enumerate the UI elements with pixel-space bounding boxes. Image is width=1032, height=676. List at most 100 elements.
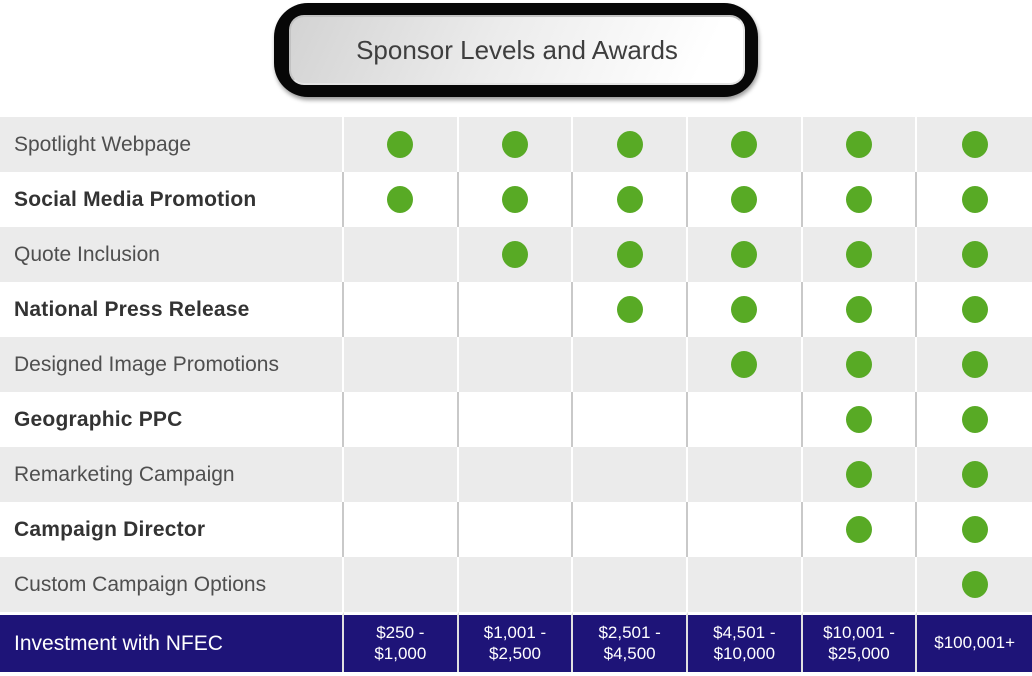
tier-cell [458,557,574,612]
tier-cell [344,282,459,337]
tier-cell [573,337,688,392]
included-dot [961,131,988,158]
included-dot [845,461,872,488]
tier-cell [917,227,1032,282]
tier-cell [917,282,1032,337]
tier-cell [687,447,803,502]
feature-label: Quote Inclusion [0,227,344,282]
title-pill: Sponsor Levels and Awards [274,3,758,97]
included-dot [961,241,988,268]
included-dot [845,406,872,433]
tier-cell [802,392,918,447]
tier-cell [573,172,688,227]
tier-cell [687,502,803,557]
included-dot [387,131,414,158]
feature-label: Designed Image Promotions [0,337,344,392]
feature-label: Geographic PPC [0,392,344,447]
included-dot [961,406,988,433]
tier-cell [687,557,803,612]
tier-cell [573,557,688,612]
tier-cell [458,282,574,337]
included-dot [731,131,758,158]
tier-cell [344,502,459,557]
tier-cell [458,502,574,557]
price-range: $1,001 - $2,500 [458,612,574,672]
tier-cell [917,557,1032,612]
included-dot [731,351,758,378]
price-range: $10,001 - $25,000 [802,612,918,672]
tier-cell [458,337,574,392]
included-dot [845,351,872,378]
tier-cell [573,502,688,557]
included-dot [731,186,758,213]
included-dot [501,131,528,158]
included-dot [616,131,643,158]
tier-cell [687,227,803,282]
tier-cell [344,557,459,612]
feature-label: Social Media Promotion [0,172,344,227]
included-dot [845,516,872,543]
included-dot [845,296,872,323]
tier-cell [802,447,918,502]
tier-cell [344,227,459,282]
included-dot [961,296,988,323]
tier-cell [917,337,1032,392]
tier-cell [458,227,574,282]
included-dot [845,241,872,268]
tier-cell [687,337,803,392]
tier-cell [802,337,918,392]
tier-cell [687,282,803,337]
tier-cell [802,557,918,612]
included-dot [961,351,988,378]
included-dot [845,131,872,158]
tier-cell [917,392,1032,447]
price-range: $100,001+ [917,612,1032,672]
included-dot [387,186,414,213]
page-title: Sponsor Levels and Awards [289,15,745,85]
included-dot [616,296,643,323]
sponsor-table: Spotlight Webpage Social Media Promotion Q… [0,117,1032,672]
tier-cell [802,172,918,227]
sponsor-levels-page: Sponsor Levels and Awards Spotlight Webp… [0,3,1032,676]
tier-cell [573,392,688,447]
tier-cell [802,227,918,282]
included-dot [731,296,758,323]
tier-cell [687,117,803,172]
feature-label: Custom Campaign Options [0,557,344,612]
tier-cell [687,172,803,227]
included-dot [961,516,988,543]
tier-cell [917,502,1032,557]
included-dot [845,186,872,213]
tier-cell [344,447,459,502]
footer-row-label: Investment with NFEC [0,612,344,672]
price-range: $250 - $1,000 [344,612,459,672]
price-range: $4,501 - $10,000 [687,612,803,672]
tier-cell [458,172,574,227]
tier-cell [458,447,574,502]
included-dot [961,186,988,213]
feature-label: Campaign Director [0,502,344,557]
tier-cell [802,502,918,557]
tier-cell [802,117,918,172]
included-dot [501,186,528,213]
feature-label: National Press Release [0,282,344,337]
included-dot [616,241,643,268]
tier-cell [344,172,459,227]
tier-cell [573,447,688,502]
tier-cell [344,117,459,172]
tier-cell [687,392,803,447]
tier-cell [802,282,918,337]
included-dot [616,186,643,213]
feature-label: Spotlight Webpage [0,117,344,172]
tier-cell [344,392,459,447]
tier-cell [458,117,574,172]
tier-cell [917,447,1032,502]
price-range: $2,501 - $4,500 [573,612,688,672]
tier-cell [917,117,1032,172]
included-dot [961,571,988,598]
tier-cell [917,172,1032,227]
tier-cell [573,227,688,282]
included-dot [501,241,528,268]
tier-cell [573,282,688,337]
tier-cell [344,337,459,392]
